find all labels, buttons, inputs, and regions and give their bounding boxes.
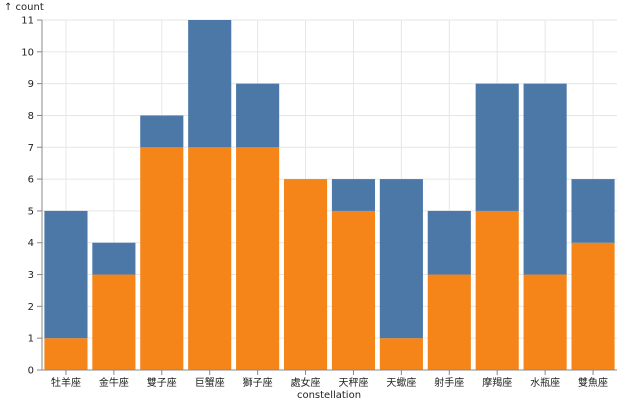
- bar-segment-lower: [523, 274, 567, 370]
- bar-segment-upper: [571, 179, 615, 243]
- x-tick-label: 雙魚座: [578, 376, 608, 389]
- x-tick-label: 處女座: [291, 376, 321, 389]
- bar-segment-lower: [571, 242, 615, 370]
- y-tick-label: 10: [21, 47, 34, 58]
- y-tick-label: 5: [28, 206, 34, 217]
- y-tick-label: 7: [28, 143, 34, 154]
- y-axis: 0 1 2 3 4 5 6 7 8 9 10 11: [21, 16, 43, 377]
- y-tick-label: 11: [21, 16, 34, 27]
- bar-segment-lower: [188, 147, 232, 370]
- bar-segment-lower: [283, 179, 328, 370]
- x-axis: 牡羊座 金牛座 雙子座 巨蟹座 獅子座 處女座 天秤座 天蠍座 射手座 摩羯座 水瓶座 雙魚座: [42, 369, 617, 389]
- y-tick-label: 3: [28, 270, 34, 281]
- bar-segment-lower: [475, 210, 519, 370]
- x-tick-label: 天蠍座: [386, 376, 416, 389]
- x-tick-label: 雙子座: [147, 376, 177, 389]
- y-tick-label: 9: [28, 79, 34, 90]
- bar-segment-upper: [331, 179, 376, 211]
- bar-segment-upper: [379, 179, 423, 339]
- y-tick-label: 8: [28, 111, 34, 122]
- bar-segment-upper: [475, 83, 519, 211]
- y-tick-label: 6: [28, 175, 34, 186]
- x-tick-label: 天秤座: [338, 376, 368, 389]
- y-axis-title: ↑ count: [4, 2, 44, 13]
- bar-segment-upper: [188, 20, 232, 148]
- bar-segment-upper: [523, 83, 567, 275]
- bar-segment-lower: [379, 338, 423, 370]
- bar-segment-lower: [140, 147, 184, 370]
- bar-segment-upper: [236, 83, 280, 148]
- bar-segment-upper: [92, 242, 136, 275]
- x-axis-title: constellation: [297, 390, 361, 400]
- y-tick-label: 4: [28, 238, 34, 249]
- bar-segment-lower: [236, 147, 280, 370]
- bar-segment-upper: [44, 210, 88, 339]
- x-tick-label: 巨蟹座: [195, 376, 225, 389]
- bar-segment-lower: [331, 210, 376, 370]
- bar-segment-lower: [427, 274, 471, 370]
- bars: [44, 20, 615, 370]
- y-tick-label: 0: [28, 366, 34, 377]
- x-tick-label: 金牛座: [99, 376, 129, 389]
- x-tick-label: 水瓶座: [530, 376, 560, 389]
- x-tick-label: 射手座: [434, 376, 464, 389]
- bar-segment-lower: [44, 338, 88, 370]
- x-tick-label: 獅子座: [243, 376, 273, 389]
- y-tick-label: 1: [28, 334, 34, 345]
- bar-segment-lower: [92, 274, 136, 370]
- x-tick-label: 牡羊座: [51, 376, 81, 389]
- y-tick-label: 2: [28, 302, 34, 313]
- bar-segment-upper: [427, 210, 471, 275]
- x-tick-label: 摩羯座: [482, 376, 512, 389]
- bar-segment-upper: [140, 115, 184, 148]
